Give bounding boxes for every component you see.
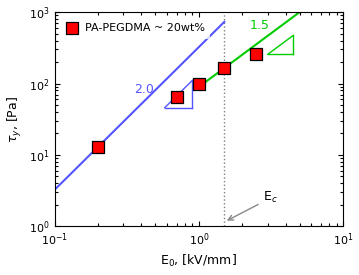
PA-PEGDMA ~ 20wt% (174, 95, 180, 99)
PA-PEGDMA ~ 20wt% (253, 52, 259, 56)
Legend: PA-PEGDMA ~ 20wt%: PA-PEGDMA ~ 20wt% (60, 18, 210, 39)
Y-axis label: $\tau_y$, [Pa]: $\tau_y$, [Pa] (5, 96, 24, 143)
Text: 2.0: 2.0 (135, 83, 154, 96)
PA-PEGDMA ~ 20wt% (95, 145, 101, 149)
X-axis label: E$_0$, [kV/mm]: E$_0$, [kV/mm] (160, 253, 237, 270)
Text: E$_c$: E$_c$ (228, 190, 278, 220)
PA-PEGDMA ~ 20wt% (222, 66, 227, 70)
Text: 1.5: 1.5 (250, 20, 270, 32)
PA-PEGDMA ~ 20wt% (196, 81, 202, 86)
